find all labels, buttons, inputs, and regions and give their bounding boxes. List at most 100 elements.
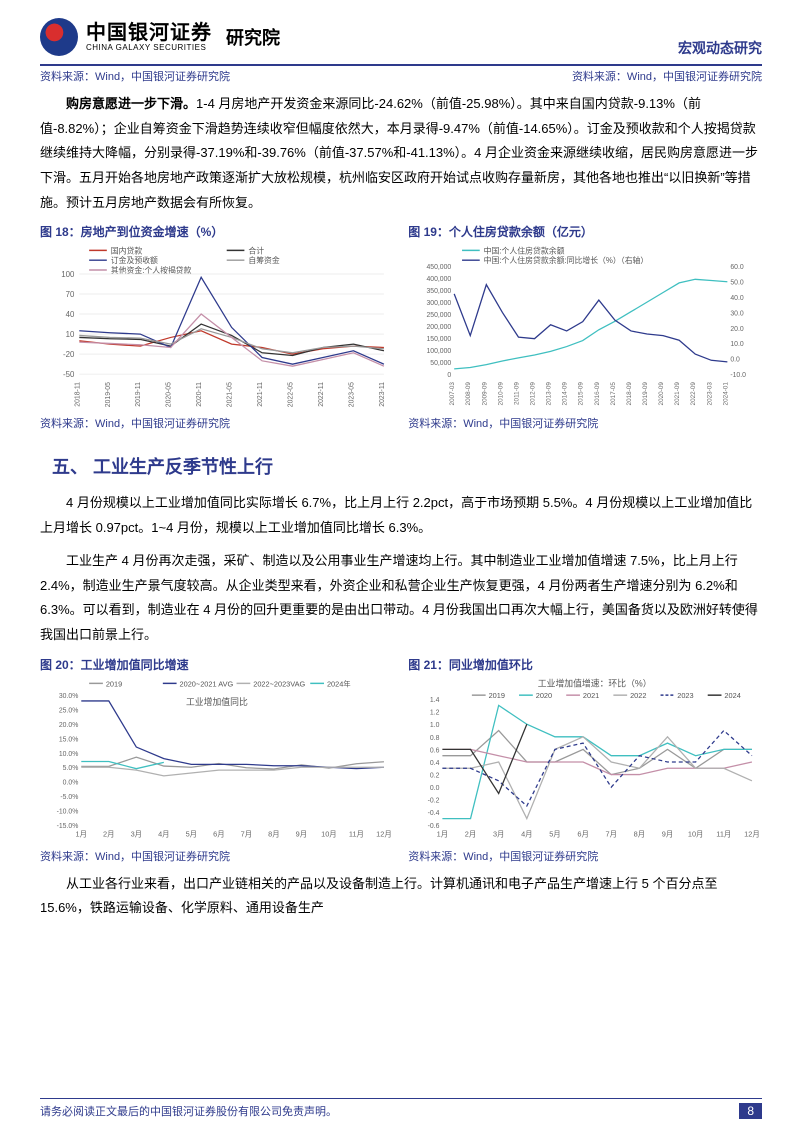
svg-text:2018-11: 2018-11 bbox=[74, 382, 81, 407]
chart20-col: 图 20：工业增加值同比增速 20192020~2021 AVG2022~202… bbox=[40, 656, 394, 864]
logo-sub: 研究院 bbox=[226, 24, 280, 50]
page-number: 8 bbox=[739, 1103, 762, 1119]
logo-cn: 中国银河证券 bbox=[86, 22, 212, 44]
svg-text:7月: 7月 bbox=[241, 829, 252, 838]
svg-text:1.2: 1.2 bbox=[430, 709, 440, 716]
svg-text:350,000: 350,000 bbox=[427, 288, 452, 295]
svg-text:5月: 5月 bbox=[186, 829, 197, 838]
svg-text:2023-05: 2023-05 bbox=[348, 382, 355, 407]
svg-text:2022~2023VAG: 2022~2023VAG bbox=[253, 679, 305, 688]
header-right: 宏观动态研究 bbox=[678, 18, 762, 58]
svg-text:15.0%: 15.0% bbox=[59, 736, 78, 743]
svg-text:40: 40 bbox=[66, 310, 75, 319]
svg-text:-50: -50 bbox=[63, 371, 75, 380]
chart18-source: 资料来源：Wind，中国银河证券研究院 bbox=[40, 415, 394, 431]
svg-text:8月: 8月 bbox=[634, 829, 645, 838]
footer-text: 请务必阅读正文最后的中国银河证券股份有限公司免责声明。 bbox=[40, 1103, 337, 1119]
svg-text:工业增加值增速：环比（%）: 工业增加值增速：环比（%） bbox=[538, 677, 652, 688]
svg-text:2月: 2月 bbox=[465, 829, 476, 838]
chart-row-1: 图 18：房地产到位资金增速（%） 国内贷款合计订金及预收额自筹资金其他资金:个… bbox=[40, 223, 762, 431]
svg-text:1.0: 1.0 bbox=[430, 722, 440, 729]
svg-text:0.4: 0.4 bbox=[430, 759, 440, 766]
logo-text: 中国银河证券 CHINA GALAXY SECURITIES bbox=[86, 22, 212, 53]
svg-text:0.8: 0.8 bbox=[430, 734, 440, 741]
svg-text:10: 10 bbox=[66, 330, 75, 339]
svg-text:6月: 6月 bbox=[578, 829, 589, 838]
svg-text:中国:个人住房贷款余额:同比增长（%）（右轴）: 中国:个人住房贷款余额:同比增长（%）（右轴） bbox=[484, 256, 649, 266]
svg-text:-5.0%: -5.0% bbox=[60, 794, 78, 801]
svg-text:2020: 2020 bbox=[536, 691, 552, 700]
svg-text:400,000: 400,000 bbox=[427, 276, 452, 283]
svg-text:2021-09: 2021-09 bbox=[674, 382, 681, 406]
svg-text:300,000: 300,000 bbox=[427, 301, 452, 308]
svg-text:2017-05: 2017-05 bbox=[610, 382, 617, 406]
svg-text:2022-09: 2022-09 bbox=[690, 382, 697, 406]
svg-text:5.0%: 5.0% bbox=[63, 765, 79, 772]
svg-text:70: 70 bbox=[66, 290, 75, 299]
paragraph-1: 购房意愿进一步下滑。1-4 月房地产开发资金来源同比-24.62%（前值-25.… bbox=[40, 92, 762, 215]
chart21-title: 图 21：同业增加值环比 bbox=[408, 656, 762, 673]
svg-text:20.0%: 20.0% bbox=[59, 721, 78, 728]
chart18-col: 图 18：房地产到位资金增速（%） 国内贷款合计订金及预收额自筹资金其他资金:个… bbox=[40, 223, 394, 431]
svg-text:12月: 12月 bbox=[376, 829, 392, 838]
chart18-title: 图 18：房地产到位资金增速（%） bbox=[40, 223, 394, 240]
svg-text:2019-11: 2019-11 bbox=[135, 382, 142, 407]
paragraph-4: 从工业各行业来看，出口产业链相关的产品以及设备制造上行。计算机通讯和电子产品生产… bbox=[40, 872, 762, 921]
svg-text:10月: 10月 bbox=[321, 829, 337, 838]
svg-text:-20: -20 bbox=[63, 351, 75, 360]
svg-text:0.2: 0.2 bbox=[430, 772, 440, 779]
svg-text:2020-11: 2020-11 bbox=[196, 382, 203, 407]
svg-text:9月: 9月 bbox=[296, 829, 307, 838]
svg-text:60.0: 60.0 bbox=[731, 264, 745, 271]
svg-text:2月: 2月 bbox=[103, 829, 114, 838]
svg-text:2021-05: 2021-05 bbox=[227, 382, 234, 407]
chart21-box: 工业增加值增速：环比（%）201920202021202220232024-0.… bbox=[408, 676, 762, 846]
svg-text:8月: 8月 bbox=[268, 829, 279, 838]
svg-text:200,000: 200,000 bbox=[427, 325, 452, 332]
svg-text:9月: 9月 bbox=[662, 829, 673, 838]
svg-text:2011-09: 2011-09 bbox=[514, 382, 521, 405]
svg-text:2024: 2024 bbox=[725, 691, 741, 700]
top-source-right: 资料来源：Wind，中国银河证券研究院 bbox=[572, 68, 762, 84]
chart-row-2: 图 20：工业增加值同比增速 20192020~2021 AVG2022~202… bbox=[40, 656, 762, 864]
svg-text:订金及预收额: 订金及预收额 bbox=[111, 256, 158, 266]
svg-text:11月: 11月 bbox=[717, 829, 732, 838]
svg-text:10.0%: 10.0% bbox=[59, 750, 78, 757]
para1-rest: 1-4 月房地产开发资金来源同比-24.62%（前值-25.98%）。其中来自国… bbox=[40, 96, 758, 210]
svg-text:国内贷款: 国内贷款 bbox=[111, 246, 143, 256]
svg-text:50,000: 50,000 bbox=[430, 361, 451, 368]
svg-text:10月: 10月 bbox=[688, 829, 704, 838]
svg-text:2007-03: 2007-03 bbox=[449, 382, 456, 406]
svg-text:2023: 2023 bbox=[677, 691, 693, 700]
chart20-source: 资料来源：Wind，中国银河证券研究院 bbox=[40, 848, 394, 864]
top-source-left: 资料来源：Wind，中国银河证券研究院 bbox=[40, 68, 230, 84]
svg-text:-0.2: -0.2 bbox=[428, 797, 440, 804]
svg-text:0: 0 bbox=[448, 373, 452, 380]
svg-text:2018-09: 2018-09 bbox=[626, 382, 633, 406]
top-source-row: 资料来源：Wind，中国银河证券研究院 资料来源：Wind，中国银河证券研究院 bbox=[40, 68, 762, 84]
svg-text:4月: 4月 bbox=[158, 829, 169, 838]
svg-text:11月: 11月 bbox=[349, 829, 364, 838]
svg-text:2024年: 2024年 bbox=[327, 679, 351, 688]
chart21-col: 图 21：同业增加值环比 工业增加值增速：环比（%）20192020202120… bbox=[408, 656, 762, 864]
svg-text:2012-09: 2012-09 bbox=[530, 382, 537, 406]
svg-text:自筹资金: 自筹资金 bbox=[248, 256, 280, 266]
chart20-title: 图 20：工业增加值同比增速 bbox=[40, 656, 394, 673]
svg-text:100: 100 bbox=[61, 270, 75, 279]
svg-text:20.0: 20.0 bbox=[731, 326, 745, 333]
chart19-col: 图 19：个人住房贷款余额（亿元） 中国:个人住房贷款余额中国:个人住房贷款余额… bbox=[408, 223, 762, 431]
svg-text:2019-05: 2019-05 bbox=[105, 382, 112, 407]
svg-text:30.0: 30.0 bbox=[731, 311, 745, 318]
section-5-title: 五、 工业生产反季节性上行 bbox=[52, 453, 762, 479]
svg-text:150,000: 150,000 bbox=[427, 337, 452, 344]
svg-text:2022: 2022 bbox=[630, 691, 646, 700]
svg-text:1.4: 1.4 bbox=[430, 697, 440, 704]
galaxy-logo-icon bbox=[40, 18, 78, 56]
svg-text:2009-09: 2009-09 bbox=[482, 382, 489, 406]
svg-text:2008-09: 2008-09 bbox=[465, 382, 472, 406]
svg-text:2023-11: 2023-11 bbox=[379, 382, 386, 407]
svg-text:2022-11: 2022-11 bbox=[318, 382, 325, 407]
svg-text:10.0: 10.0 bbox=[731, 342, 745, 349]
svg-text:2021-11: 2021-11 bbox=[257, 382, 264, 407]
chart20-box: 20192020~2021 AVG2022~2023VAG2024年工业增加值同… bbox=[40, 676, 394, 846]
